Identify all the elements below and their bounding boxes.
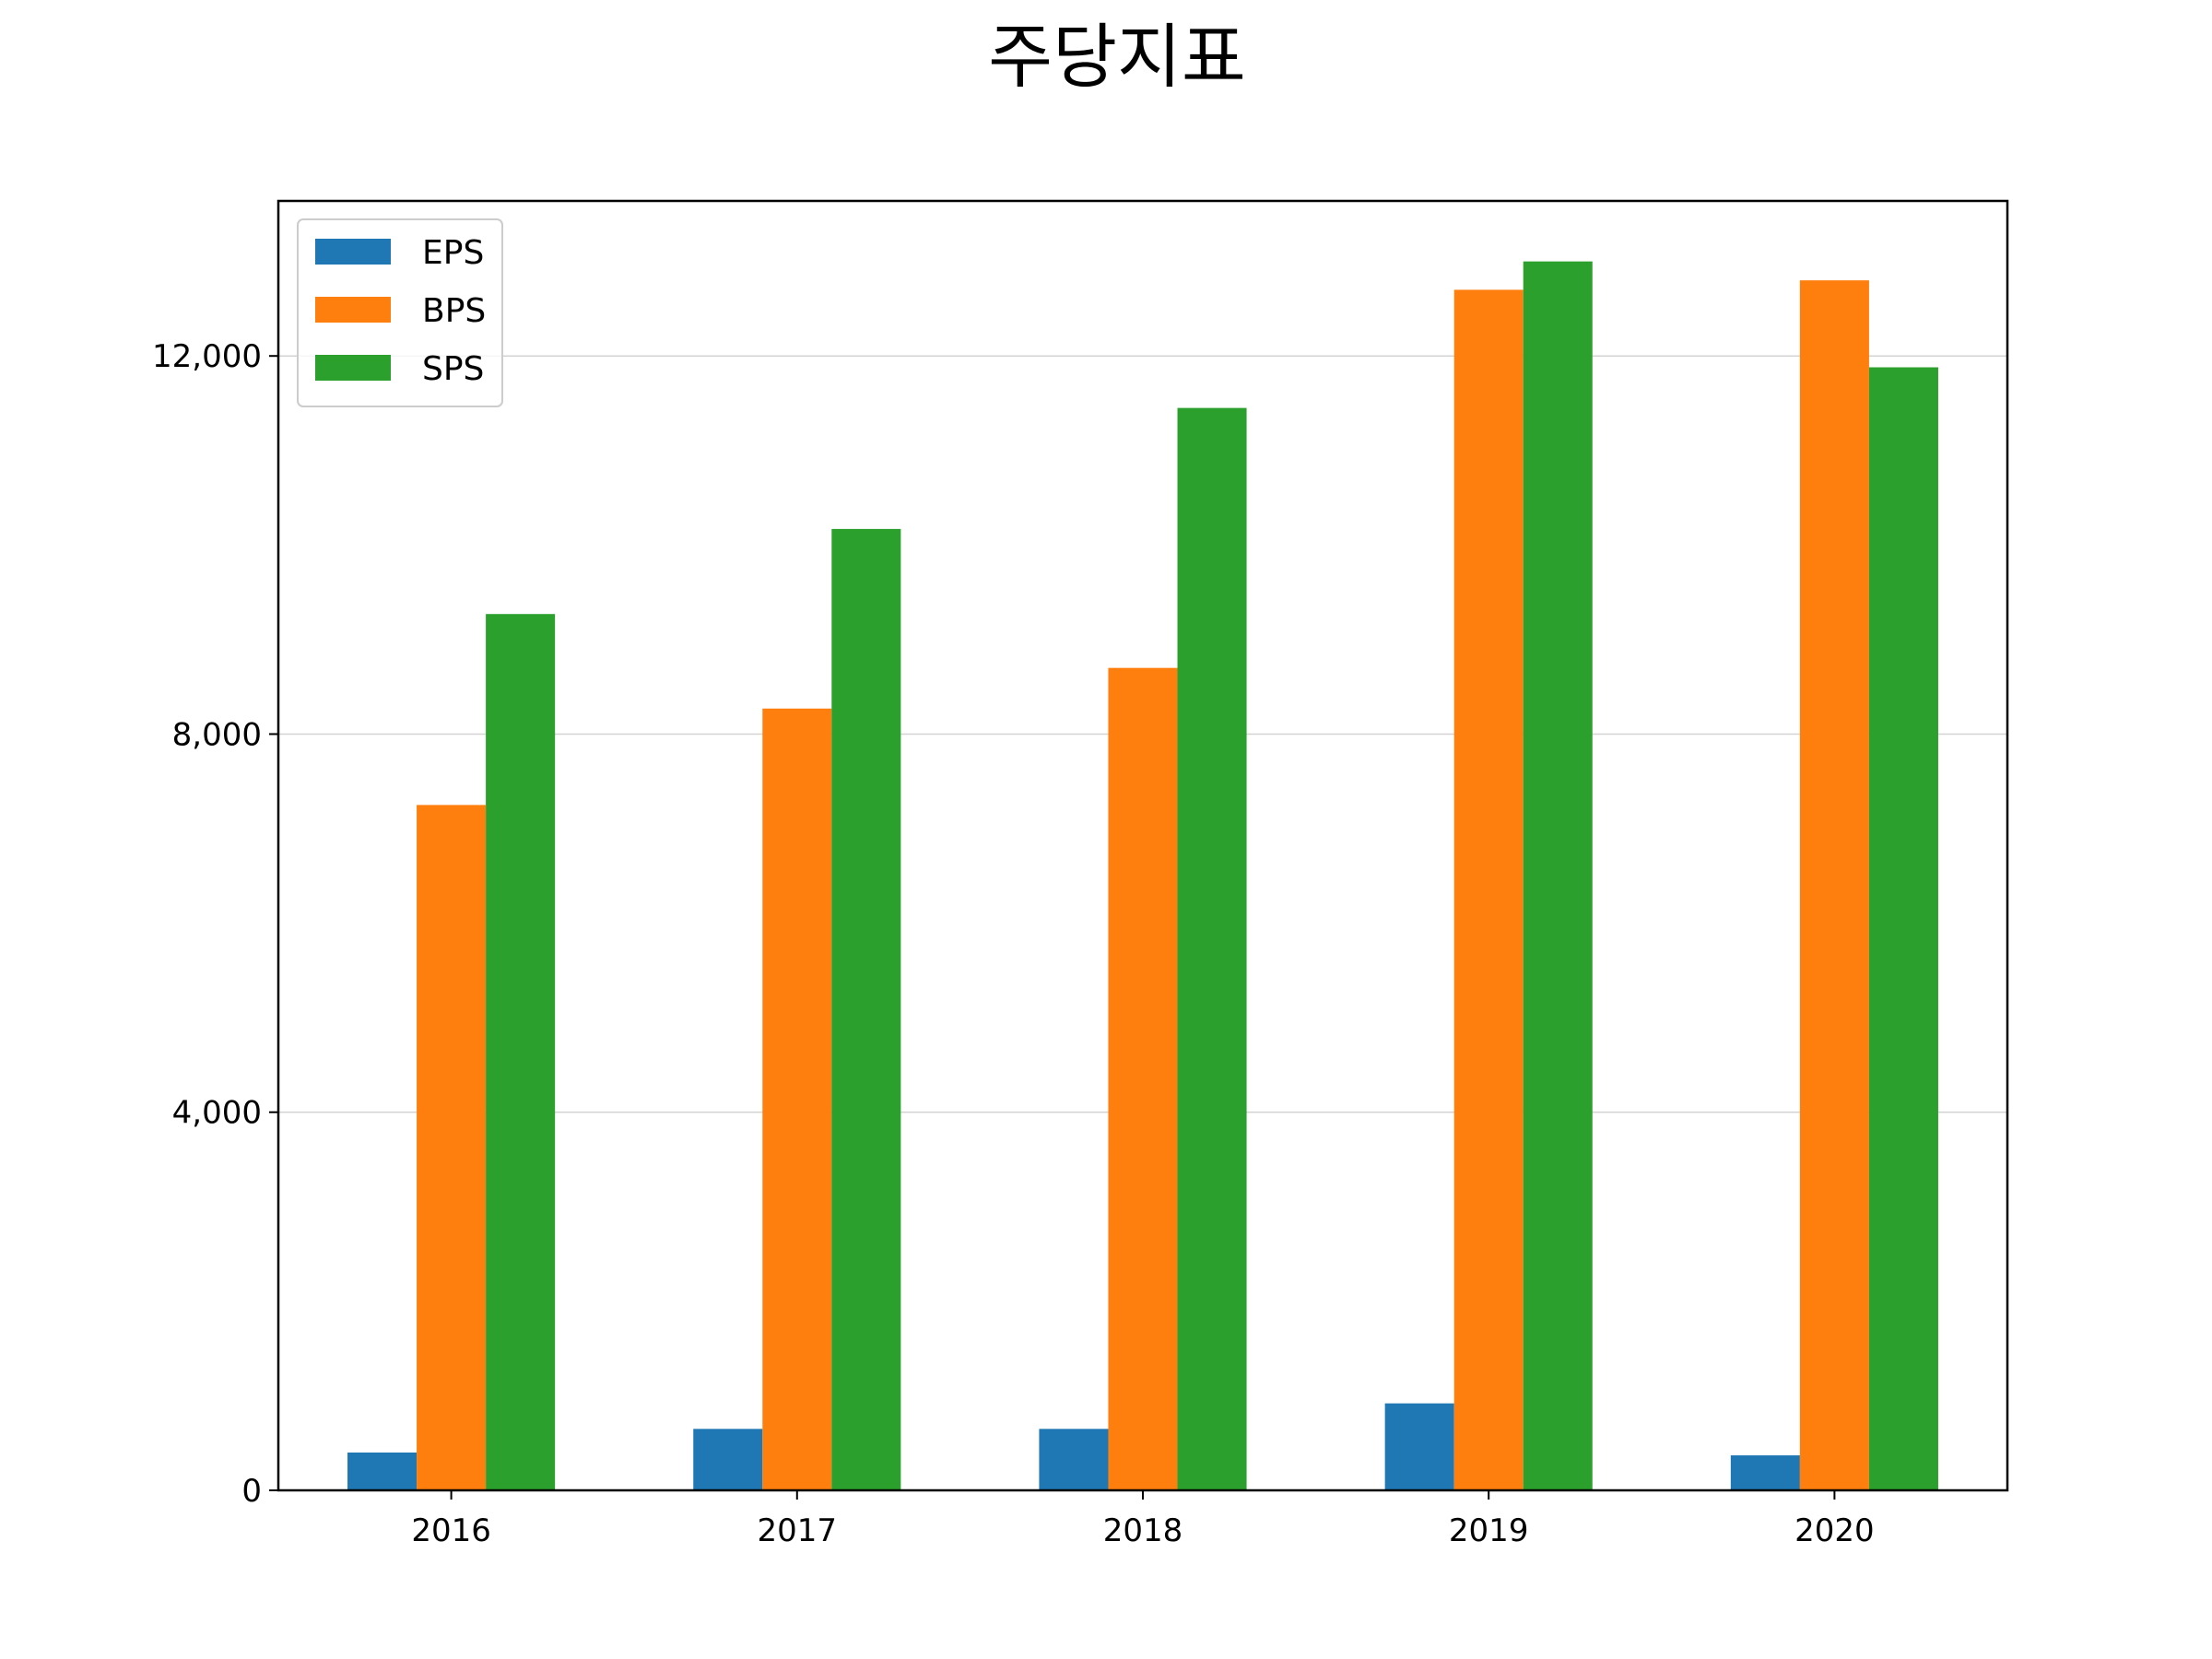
legend-label-bps: BPS <box>422 292 486 330</box>
x-tick-label: 2018 <box>1103 1512 1183 1549</box>
y-tick-label: 4,000 <box>172 1095 262 1132</box>
bar-bps-2017 <box>762 708 832 1490</box>
bar-bps-2019 <box>1453 289 1524 1491</box>
bar-sps-2018 <box>1177 407 1247 1490</box>
chart-title: 주당지표 <box>988 16 1246 98</box>
legend-swatch-sps <box>315 355 391 381</box>
bar-eps-2017 <box>693 1429 763 1490</box>
bar-bps-2016 <box>417 805 487 1490</box>
legend-swatch-bps <box>315 297 391 323</box>
legend-label-eps: EPS <box>422 234 484 272</box>
bar-bps-2020 <box>1799 280 1869 1491</box>
y-tick-label: 0 <box>241 1473 262 1510</box>
x-tick-label: 2019 <box>1449 1512 1529 1549</box>
bar-bps-2018 <box>1108 667 1178 1490</box>
bar-eps-2019 <box>1384 1403 1454 1490</box>
x-tick-label: 2020 <box>1794 1512 1875 1549</box>
legend-label-sps: SPS <box>422 350 484 388</box>
bar-sps-2017 <box>831 528 901 1490</box>
bar-eps-2020 <box>1730 1455 1800 1490</box>
bars <box>347 261 1938 1491</box>
x-tick-label: 2016 <box>411 1512 491 1549</box>
y-tick-label: 12,000 <box>152 338 262 375</box>
legend: EPS BPS SPS <box>297 218 503 407</box>
x-axis: 2016 2017 2018 2019 2020 <box>411 1490 1875 1549</box>
y-axis: 0 4,000 8,000 12,000 <box>152 338 278 1510</box>
y-tick-label: 8,000 <box>172 716 262 753</box>
bar-sps-2020 <box>1868 367 1938 1491</box>
x-tick-label: 2017 <box>758 1512 838 1549</box>
bar-eps-2016 <box>347 1452 418 1490</box>
bar-eps-2018 <box>1039 1429 1109 1490</box>
bar-sps-2016 <box>486 614 556 1490</box>
legend-swatch-eps <box>315 239 391 265</box>
bar-sps-2019 <box>1523 261 1593 1491</box>
